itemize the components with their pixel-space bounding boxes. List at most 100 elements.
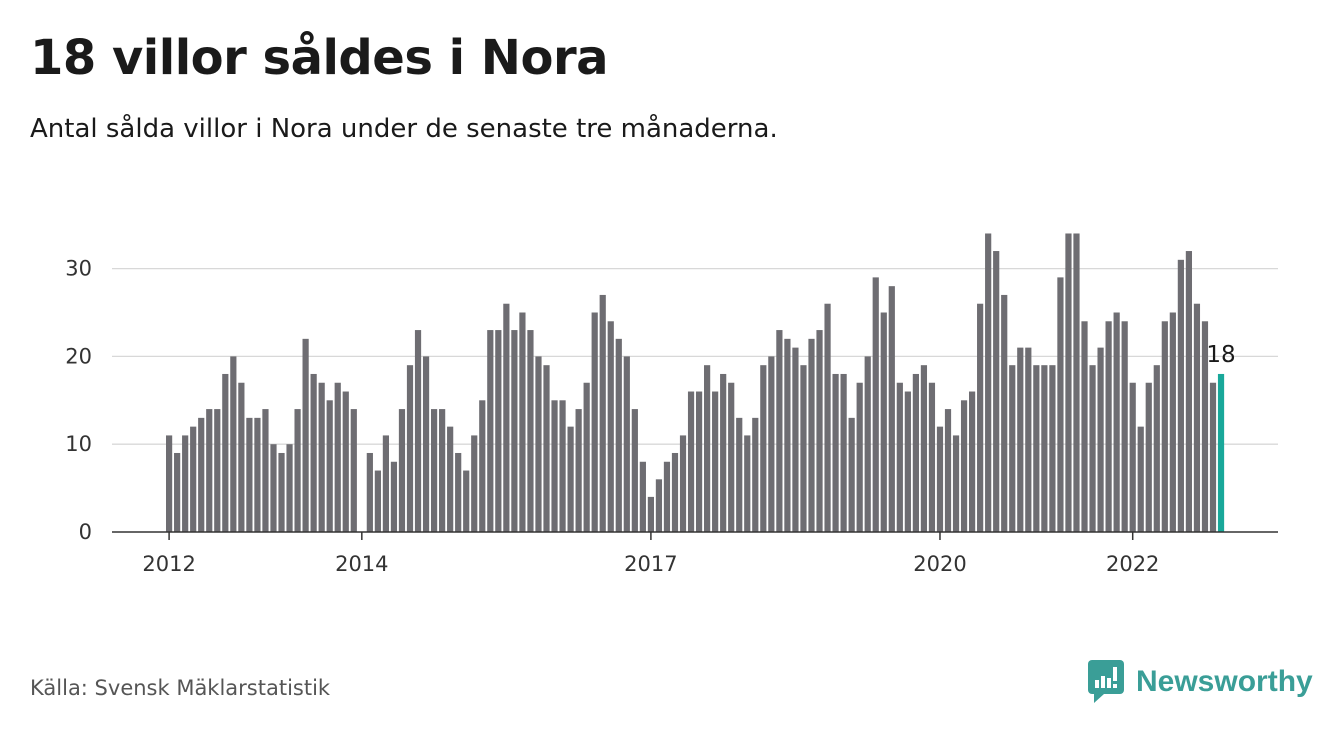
- bar: [447, 426, 454, 532]
- bar: [1113, 312, 1120, 532]
- bar: [1145, 382, 1152, 532]
- bar: [495, 330, 502, 532]
- bar: [872, 277, 879, 532]
- bars: [166, 233, 1225, 533]
- bar: [832, 373, 839, 532]
- bar: [864, 356, 871, 532]
- bar: [222, 373, 229, 532]
- bar: [1073, 233, 1080, 533]
- bar: [808, 338, 815, 532]
- bar: [479, 400, 486, 532]
- bar: [1105, 321, 1112, 532]
- bar: [1121, 321, 1128, 532]
- bar: [1201, 321, 1209, 532]
- bar: [856, 382, 863, 532]
- bar-chart: 0 10 20 30 18 2012 2014 2017 2020 2022: [65, 233, 1278, 576]
- bar: [880, 312, 887, 532]
- bar: [334, 382, 341, 532]
- bar: [824, 303, 831, 532]
- brand-name: Newsworthy: [1136, 665, 1313, 698]
- chart-title: 18 villor såldes i Nora: [30, 30, 609, 86]
- bar: [639, 461, 646, 532]
- bar: [583, 382, 590, 532]
- bar: [487, 330, 494, 532]
- bar: [519, 312, 526, 532]
- bar: [406, 365, 414, 532]
- bar: [190, 426, 197, 532]
- bar: [463, 470, 470, 532]
- bar: [1049, 365, 1056, 532]
- bar: [535, 356, 542, 532]
- bar: [944, 409, 952, 532]
- bar: [928, 382, 936, 532]
- bar: [326, 400, 333, 532]
- bar: [1025, 347, 1032, 532]
- bar: [784, 338, 791, 532]
- bar: [1081, 321, 1088, 532]
- bar: [503, 303, 510, 532]
- bar: [993, 251, 1000, 533]
- bar: [543, 365, 550, 532]
- bar: [776, 330, 783, 532]
- bar: [1089, 365, 1096, 532]
- y-tick-label: 10: [65, 432, 92, 456]
- bar: [1097, 347, 1104, 532]
- bar: [254, 417, 261, 532]
- chart-subtitle: Antal sålda villor i Nora under de senas…: [30, 114, 778, 144]
- bar: [559, 400, 566, 532]
- bar: [1129, 382, 1136, 532]
- bar: [318, 382, 325, 532]
- bar: [174, 452, 181, 532]
- x-tick-label: 2014: [335, 552, 388, 576]
- bar: [904, 391, 911, 532]
- bar: [366, 452, 373, 532]
- bar: [800, 365, 807, 532]
- bar: [567, 426, 574, 532]
- bar: [736, 417, 743, 532]
- bar: [350, 409, 357, 532]
- x-tick-label: 2012: [142, 552, 195, 576]
- bar: [455, 452, 462, 532]
- bar: [623, 356, 630, 532]
- bar: [390, 461, 398, 532]
- bar: [1033, 365, 1040, 532]
- bar: [342, 391, 349, 532]
- bar: [816, 330, 823, 532]
- bar: [270, 444, 277, 532]
- bar: [695, 391, 703, 532]
- bar: [511, 330, 518, 532]
- bar: [720, 373, 727, 532]
- bar: [744, 435, 751, 532]
- bar: [1041, 365, 1048, 532]
- highlight-label: 18: [1206, 342, 1235, 368]
- bar: [1193, 303, 1201, 532]
- bar: [960, 400, 968, 532]
- bar: [214, 409, 221, 532]
- bar: [712, 391, 719, 532]
- bar: [238, 382, 245, 532]
- axes: 0 10 20 30 18 2012 2014 2017 2020 2022: [65, 257, 1278, 576]
- bar: [936, 426, 944, 532]
- bar: [262, 409, 269, 532]
- bar: [230, 356, 237, 532]
- bar: [977, 303, 984, 532]
- bar: [969, 391, 976, 532]
- bar: [414, 330, 422, 532]
- bar: [888, 286, 895, 532]
- bar: [615, 338, 622, 532]
- bar: [848, 417, 855, 532]
- bar: [671, 452, 679, 532]
- x-tick-label: 2020: [913, 552, 966, 576]
- x-tick-label: 2017: [624, 552, 677, 576]
- x-tick-label: 2022: [1106, 552, 1159, 576]
- bar: [792, 347, 799, 532]
- y-tick-label: 30: [65, 257, 92, 281]
- bar: [1169, 312, 1176, 532]
- bar: [752, 417, 759, 532]
- bar: [1153, 365, 1160, 532]
- bar: [1017, 347, 1024, 532]
- bar: [591, 312, 598, 532]
- bar: [760, 365, 767, 532]
- bar: [1209, 382, 1217, 532]
- newsworthy-logo-icon: [1088, 660, 1124, 703]
